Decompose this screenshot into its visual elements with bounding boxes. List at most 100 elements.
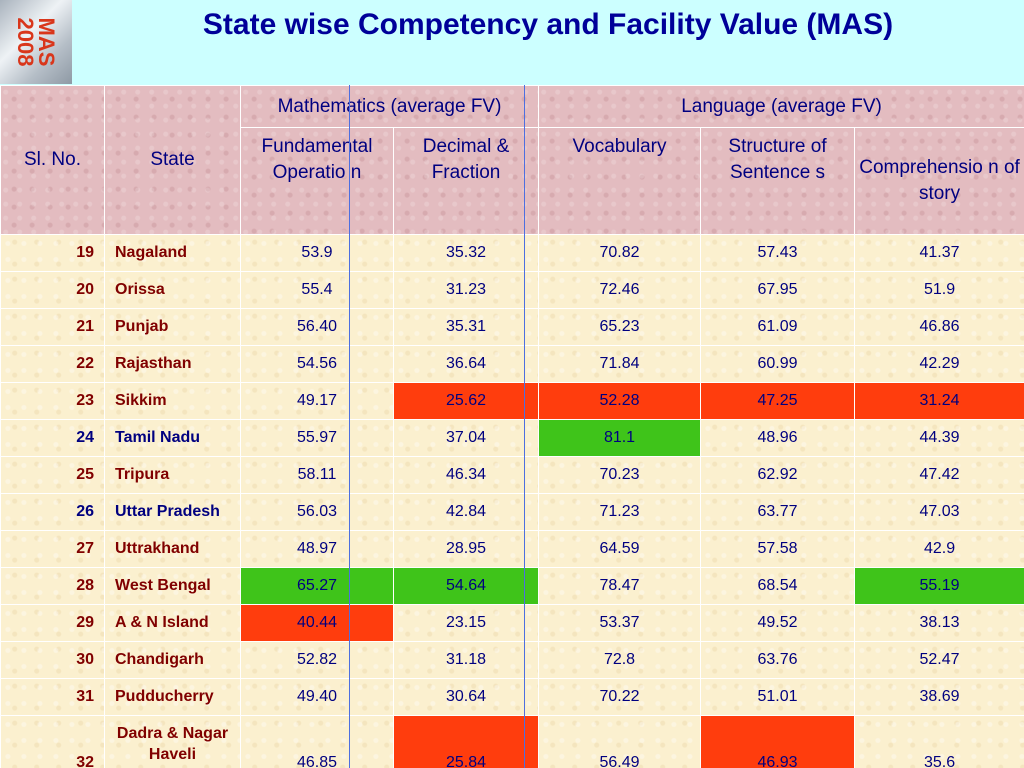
language-group-header: Language (average FV) — [538, 85, 1024, 128]
mas-2008-logo: MAS 2008 — [0, 0, 72, 84]
comprehension-of-story-cell: 52.47 — [854, 641, 1024, 679]
structure-of-sentences-header: Structure of Sentence s — [700, 127, 856, 235]
table-row: 21 Punjab 56.40 35.31 65.23 61.09 46.86 — [0, 308, 1024, 346]
vocabulary-cell: 64.59 — [538, 530, 702, 568]
fundamental-operation-cell: 65.27 — [240, 567, 394, 605]
comprehension-of-story-cell: 41.37 — [854, 234, 1024, 272]
fv-table: Sl. No. State Mathematics (average FV) L… — [0, 85, 1024, 768]
slide-guide-line — [524, 85, 525, 768]
table-container: Sl. No. State Mathematics (average FV) L… — [0, 85, 1024, 768]
sl-no-cell: 21 — [0, 308, 105, 346]
decimal-fraction-cell: 31.18 — [392, 641, 540, 679]
decimal-fraction-cell: 42.84 — [392, 493, 540, 531]
structure-of-sentences-cell: 57.58 — [700, 530, 856, 568]
decimal-fraction-cell: 25.84 — [392, 715, 540, 768]
structure-of-sentences-cell: 46.93 — [700, 715, 856, 768]
sl-no-cell: 26 — [0, 493, 105, 531]
vocabulary-cell: 52.28 — [538, 382, 702, 420]
state-cell: Nagaland — [104, 234, 241, 272]
decimal-fraction-cell: 35.32 — [392, 234, 540, 272]
fundamental-operation-cell: 52.82 — [240, 641, 394, 679]
decimal-fraction-cell: 23.15 — [392, 604, 540, 642]
sl-no-cell: 29 — [0, 604, 105, 642]
fundamental-operation-cell: 40.44 — [240, 604, 394, 642]
table-row: 30 Chandigarh 52.82 31.18 72.8 63.76 52.47 — [0, 641, 1024, 679]
sl-no-cell: 20 — [0, 271, 105, 309]
comprehension-of-story-cell: 31.24 — [854, 382, 1024, 420]
table-row: 19 Nagaland 53.9 35.32 70.82 57.43 41.37 — [0, 234, 1024, 272]
table-row: 27 Uttrakhand 48.97 28.95 64.59 57.58 42.9 — [0, 530, 1024, 568]
state-cell: Chandigarh — [104, 641, 241, 679]
sl-no-cell: 32 — [0, 715, 105, 768]
state-cell: Dadra & Nagar Haveli — [104, 715, 241, 768]
state-cell: Punjab — [104, 308, 241, 346]
vocabulary-cell: 53.37 — [538, 604, 702, 642]
structure-of-sentences-cell: 63.76 — [700, 641, 856, 679]
fundamental-operation-cell: 49.40 — [240, 678, 394, 716]
vocabulary-cell: 70.82 — [538, 234, 702, 272]
table-row: 24 Tamil Nadu 55.97 37.04 81.1 48.96 44.39 — [0, 419, 1024, 457]
state-cell: Uttar Pradesh — [104, 493, 241, 531]
state-cell: West Bengal — [104, 567, 241, 605]
structure-of-sentences-cell: 61.09 — [700, 308, 856, 346]
comprehension-of-story-cell: 47.42 — [854, 456, 1024, 494]
sl-no-cell: 30 — [0, 641, 105, 679]
table-row: 28 West Bengal 65.27 54.64 78.47 68.54 55.19 — [0, 567, 1024, 605]
vocabulary-cell: 71.84 — [538, 345, 702, 383]
fundamental-operation-cell: 58.11 — [240, 456, 394, 494]
sl-no-cell: 24 — [0, 419, 105, 457]
vocabulary-cell: 78.47 — [538, 567, 702, 605]
comprehension-of-story-cell: 42.29 — [854, 345, 1024, 383]
state-cell: Sikkim — [104, 382, 241, 420]
comprehension-of-story-cell: 35.6 — [854, 715, 1024, 768]
decimal-fraction-cell: 31.23 — [392, 271, 540, 309]
comprehension-of-story-cell: 55.19 — [854, 567, 1024, 605]
decimal-fraction-cell: 36.64 — [392, 345, 540, 383]
slide-guide-line — [349, 85, 350, 768]
fundamental-operation-cell: 55.4 — [240, 271, 394, 309]
vocabulary-cell: 72.46 — [538, 271, 702, 309]
decimal-fraction-cell: 28.95 — [392, 530, 540, 568]
logo-text: MAS 2008 — [13, 0, 59, 90]
structure-of-sentences-cell: 48.96 — [700, 419, 856, 457]
decimal-fraction-cell: 30.64 — [392, 678, 540, 716]
state-cell: Rajasthan — [104, 345, 241, 383]
fundamental-operation-cell: 56.03 — [240, 493, 394, 531]
state-cell: Uttrakhand — [104, 530, 241, 568]
structure-of-sentences-cell: 68.54 — [700, 567, 856, 605]
fundamental-operation-cell: 48.97 — [240, 530, 394, 568]
state-cell: A & N Island — [104, 604, 241, 642]
sl-no-cell: 31 — [0, 678, 105, 716]
sl-no-cell: 22 — [0, 345, 105, 383]
sl-no-cell: 19 — [0, 234, 105, 272]
sl-no-cell: 28 — [0, 567, 105, 605]
table-body: 19 Nagaland 53.9 35.32 70.82 57.43 41.37 20 Oris… — [0, 234, 1024, 768]
sl-no-cell: 23 — [0, 382, 105, 420]
page-title: State wise Competency and Facility Value… — [202, 8, 894, 41]
decimal-fraction-cell: 37.04 — [392, 419, 540, 457]
fundamental-operation-cell: 46.85 — [240, 715, 394, 768]
vocabulary-cell: 70.23 — [538, 456, 702, 494]
decimal-fraction-cell: 54.64 — [392, 567, 540, 605]
decimal-fraction-cell: 35.31 — [392, 308, 540, 346]
sl-no-cell: 25 — [0, 456, 105, 494]
vocabulary-cell: 70.22 — [538, 678, 702, 716]
fundamental-operation-cell: 56.40 — [240, 308, 394, 346]
vocabulary-cell: 56.49 — [538, 715, 702, 768]
comprehension-of-story-cell: 51.9 — [854, 271, 1024, 309]
state-cell: Tamil Nadu — [104, 419, 241, 457]
decimal-fraction-header: Decimal & Fraction — [392, 127, 540, 235]
logo-line-1: MAS — [34, 17, 59, 67]
fundamental-operation-cell: 55.97 — [240, 419, 394, 457]
state-cell: Tripura — [104, 456, 241, 494]
table-row: 29 A & N Island 40.44 23.15 53.37 49.52 38.13 — [0, 604, 1024, 642]
structure-of-sentences-cell: 63.77 — [700, 493, 856, 531]
comprehension-of-story-cell: 38.69 — [854, 678, 1024, 716]
logo-line-2: 2008 — [13, 17, 38, 67]
comprehension-of-story-cell: 38.13 — [854, 604, 1024, 642]
state-cell: Pudducherry — [104, 678, 241, 716]
comprehension-of-story-cell: 46.86 — [854, 308, 1024, 346]
table-row: 25 Tripura 58.11 46.34 70.23 62.92 47.42 — [0, 456, 1024, 494]
vocabulary-cell: 65.23 — [538, 308, 702, 346]
state-header: State — [104, 85, 241, 235]
